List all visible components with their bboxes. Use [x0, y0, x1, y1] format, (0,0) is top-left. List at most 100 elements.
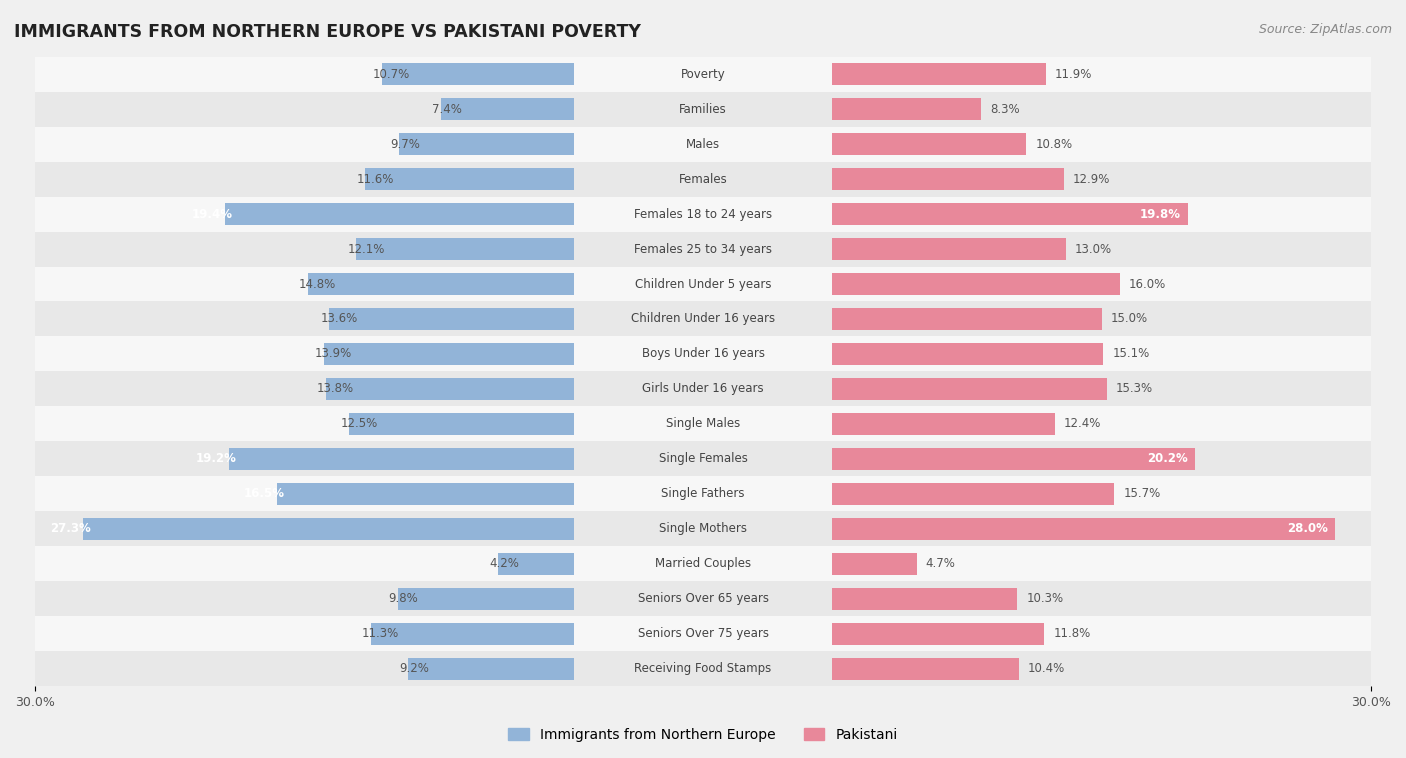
Bar [574, 92, 832, 127]
Text: Single Mothers: Single Mothers [659, 522, 747, 535]
Bar [832, 99, 981, 120]
Bar [35, 406, 574, 441]
Bar [832, 238, 1066, 260]
Bar [832, 133, 1026, 155]
Bar [832, 553, 917, 575]
Bar [398, 588, 574, 609]
Text: Married Couples: Married Couples [655, 557, 751, 570]
Bar [832, 651, 1371, 686]
Text: 11.3%: 11.3% [361, 627, 399, 641]
Bar [35, 512, 574, 547]
Bar [574, 57, 832, 92]
Bar [574, 441, 832, 476]
Bar [832, 57, 1371, 92]
Text: Single Fathers: Single Fathers [661, 487, 745, 500]
Bar [832, 337, 1371, 371]
Bar [277, 483, 574, 505]
Text: 10.3%: 10.3% [1026, 592, 1063, 605]
Text: Girls Under 16 years: Girls Under 16 years [643, 383, 763, 396]
Bar [35, 337, 574, 371]
Bar [498, 553, 574, 575]
Bar [574, 406, 832, 441]
Bar [832, 623, 1045, 644]
Bar [832, 448, 1195, 470]
Text: 15.1%: 15.1% [1112, 347, 1150, 361]
Bar [574, 196, 832, 231]
Bar [356, 238, 574, 260]
Bar [832, 161, 1371, 196]
Bar [35, 581, 574, 616]
Text: 13.0%: 13.0% [1074, 243, 1112, 255]
Bar [832, 413, 1054, 435]
Text: 16.5%: 16.5% [243, 487, 284, 500]
Text: 7.4%: 7.4% [432, 102, 461, 116]
Text: Children Under 5 years: Children Under 5 years [634, 277, 772, 290]
Text: 10.7%: 10.7% [373, 67, 409, 80]
Text: 11.8%: 11.8% [1053, 627, 1091, 641]
Bar [832, 616, 1371, 651]
Bar [574, 231, 832, 267]
Text: Females 18 to 24 years: Females 18 to 24 years [634, 208, 772, 221]
Text: IMMIGRANTS FROM NORTHERN EUROPE VS PAKISTANI POVERTY: IMMIGRANTS FROM NORTHERN EUROPE VS PAKIS… [14, 23, 641, 41]
Text: Boys Under 16 years: Boys Under 16 years [641, 347, 765, 361]
Bar [832, 302, 1371, 337]
Bar [574, 302, 832, 337]
Bar [574, 547, 832, 581]
Text: 19.2%: 19.2% [195, 453, 236, 465]
Text: 4.2%: 4.2% [489, 557, 519, 570]
Bar [574, 161, 832, 196]
Bar [35, 441, 574, 476]
Bar [366, 168, 574, 190]
Bar [441, 99, 574, 120]
Text: 15.7%: 15.7% [1123, 487, 1160, 500]
Text: Families: Families [679, 102, 727, 116]
Bar [832, 406, 1371, 441]
Text: 20.2%: 20.2% [1147, 453, 1188, 465]
Bar [574, 371, 832, 406]
Bar [574, 512, 832, 547]
Bar [35, 302, 574, 337]
Text: 8.3%: 8.3% [990, 102, 1019, 116]
Text: Females: Females [679, 173, 727, 186]
Bar [35, 161, 574, 196]
Text: Single Females: Single Females [658, 453, 748, 465]
Bar [381, 64, 574, 85]
Bar [35, 231, 574, 267]
Text: 28.0%: 28.0% [1286, 522, 1327, 535]
Text: 13.9%: 13.9% [315, 347, 353, 361]
Text: Females 25 to 34 years: Females 25 to 34 years [634, 243, 772, 255]
Text: 9.2%: 9.2% [399, 662, 429, 675]
Bar [409, 658, 574, 679]
Bar [35, 196, 574, 231]
Text: 14.8%: 14.8% [299, 277, 336, 290]
Bar [35, 547, 574, 581]
Bar [832, 196, 1371, 231]
Bar [35, 92, 574, 127]
Text: 13.8%: 13.8% [316, 383, 354, 396]
Bar [832, 512, 1371, 547]
Bar [225, 203, 574, 225]
Text: 16.0%: 16.0% [1129, 277, 1166, 290]
Bar [35, 267, 574, 302]
Bar [832, 127, 1371, 161]
Bar [832, 588, 1018, 609]
Text: 12.9%: 12.9% [1073, 173, 1111, 186]
Text: 12.4%: 12.4% [1064, 418, 1101, 431]
Text: Males: Males [686, 138, 720, 151]
Text: 11.9%: 11.9% [1054, 67, 1092, 80]
Bar [832, 267, 1371, 302]
Bar [308, 273, 574, 295]
Bar [832, 203, 1188, 225]
Bar [323, 343, 574, 365]
Text: Single Males: Single Males [666, 418, 740, 431]
Bar [832, 92, 1371, 127]
Bar [229, 448, 574, 470]
Bar [326, 378, 574, 399]
Text: 11.6%: 11.6% [356, 173, 394, 186]
Bar [832, 371, 1371, 406]
Bar [35, 616, 574, 651]
Bar [832, 547, 1371, 581]
Bar [574, 127, 832, 161]
Text: 12.5%: 12.5% [340, 418, 377, 431]
Bar [35, 651, 574, 686]
